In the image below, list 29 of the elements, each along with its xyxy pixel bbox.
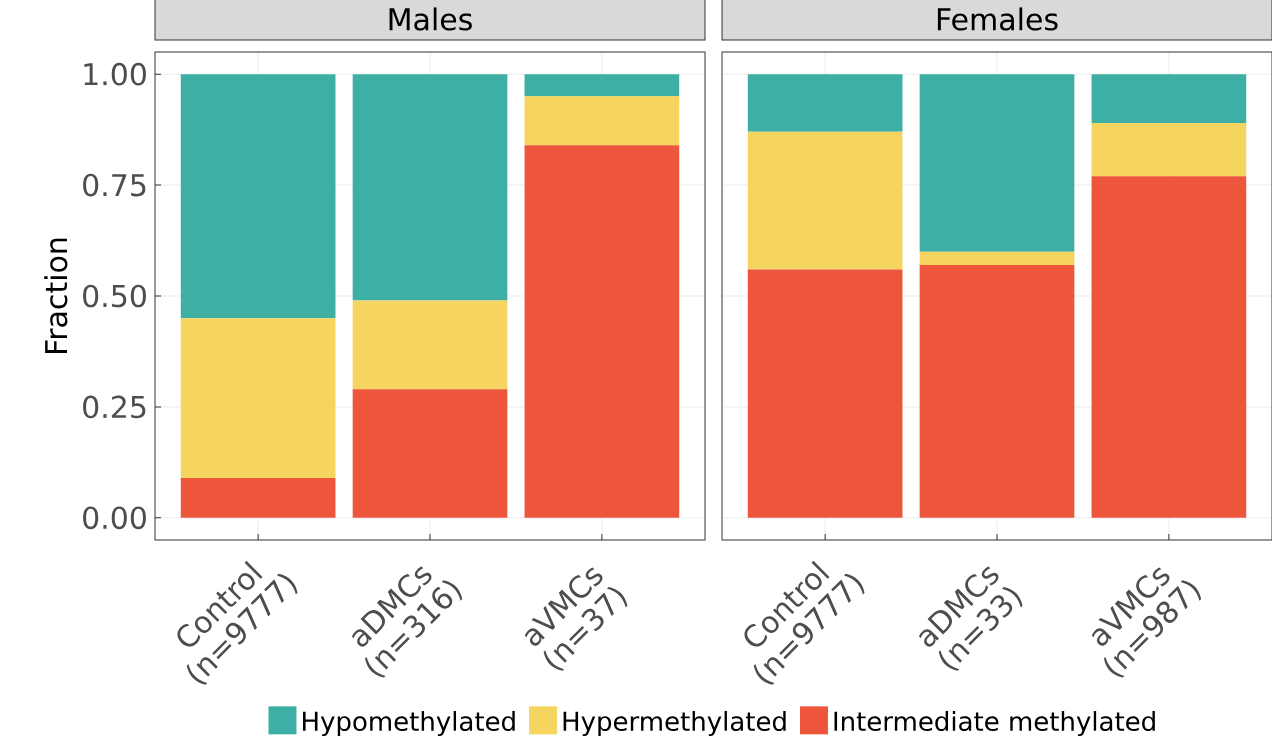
bar — [524, 96, 680, 146]
bar — [524, 74, 680, 97]
bar — [180, 477, 336, 518]
y-tick-label: 0.00 — [83, 506, 146, 530]
bar — [352, 74, 508, 301]
bar — [919, 251, 1075, 265]
chart-title: Females — [937, 7, 1058, 31]
bar — [747, 131, 903, 270]
chart-title: Males — [389, 7, 472, 31]
bar — [919, 74, 1075, 252]
bar — [352, 300, 508, 390]
legend-label: Hypermethylated — [563, 710, 786, 737]
bar — [180, 74, 336, 319]
legend-label: Hypomethylated — [303, 710, 515, 737]
y-tick-label: 0.75 — [83, 173, 146, 197]
bar — [1091, 176, 1247, 518]
bar — [180, 318, 336, 478]
bar — [919, 264, 1075, 518]
legend-label: Intermediate methylated — [834, 710, 1155, 737]
y-tick-label: 1.00 — [84, 62, 146, 86]
bar — [1091, 74, 1247, 123]
bar — [1091, 122, 1247, 177]
bar — [352, 389, 508, 518]
bar — [747, 74, 903, 132]
y-tick-label: 0.25 — [83, 395, 146, 419]
bar — [747, 269, 903, 518]
y-axis-title: Fraction — [44, 238, 68, 353]
y-tick-label: 0.50 — [83, 284, 146, 308]
bar — [524, 145, 680, 518]
